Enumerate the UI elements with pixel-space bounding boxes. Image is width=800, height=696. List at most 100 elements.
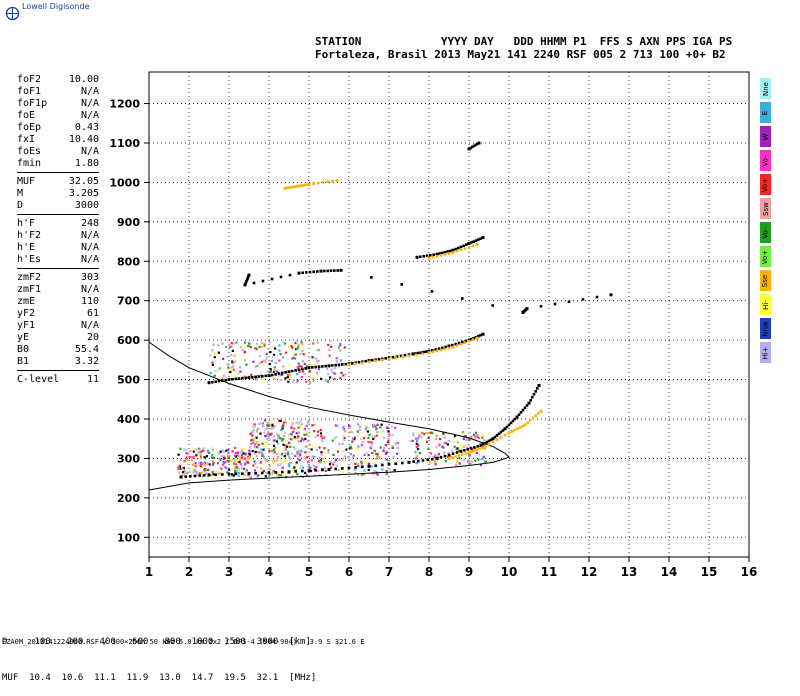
y-tick-label: 1000: [109, 176, 140, 189]
trace-point: [449, 249, 452, 253]
echo-point: [478, 453, 481, 456]
echo-point: [453, 440, 456, 444]
echo-point: [298, 459, 301, 462]
trace-point: [224, 378, 227, 382]
trace-point: [441, 346, 444, 350]
echo-point: [439, 438, 442, 441]
echo-point: [304, 437, 307, 440]
param-value: N/A: [80, 320, 99, 331]
echo-point: [263, 457, 266, 460]
param-separator: [17, 268, 99, 269]
echo-point: [236, 451, 239, 454]
trace-point: [459, 248, 463, 252]
echo-point: [273, 366, 276, 369]
echo-point: [469, 455, 472, 458]
echo-point: [244, 470, 247, 473]
echo-point: [341, 472, 344, 475]
echo-point: [348, 447, 352, 450]
trace-point: [425, 254, 429, 257]
echo-point: [253, 446, 257, 449]
x-tick-label: 5: [305, 565, 313, 579]
echo-point: [270, 359, 273, 363]
param-row: foF1p N/A: [17, 98, 99, 110]
y-tick-label: 600: [117, 334, 140, 347]
echo-point: [281, 452, 284, 455]
echo-point: [214, 352, 217, 356]
echo-point: [247, 452, 250, 455]
trace-point: [421, 352, 424, 356]
trace-point: [347, 363, 351, 367]
y-tick-label: 700: [117, 295, 140, 308]
echo-point: [266, 433, 269, 436]
echo-point: [298, 455, 301, 458]
echo-point: [252, 441, 255, 444]
echo-point: [477, 458, 480, 461]
echo-point: [419, 431, 422, 435]
y-tick-label: 400: [117, 413, 140, 426]
echo-point: [370, 465, 373, 468]
muf-table-muf-row: MUF 10.4 10.6 11.1 11.9 13.0 14.7 19.5 3…: [2, 673, 317, 683]
echo-point: [181, 468, 184, 471]
trace-point: [326, 269, 329, 273]
echo-point: [307, 461, 310, 464]
param-key: M: [17, 188, 24, 199]
trace-point: [467, 451, 471, 454]
echo-point: [284, 421, 287, 424]
trace-point: [221, 473, 224, 476]
echo-point: [261, 454, 264, 457]
trace-point: [244, 282, 247, 285]
echo-point: [457, 449, 460, 452]
param-key: foEs: [17, 146, 42, 157]
echo-point: [218, 457, 221, 460]
echo-point: [359, 437, 362, 440]
echo-point: [388, 468, 391, 471]
echo-point: [465, 438, 468, 441]
echo-point: [206, 463, 209, 466]
trace-point: [489, 438, 493, 442]
echo-point: [356, 463, 359, 466]
trace-point: [473, 449, 476, 452]
trace-point: [435, 349, 439, 353]
echo-point: [293, 357, 297, 360]
trace-point: [339, 268, 343, 272]
echo-point: [364, 460, 367, 464]
echo-point: [189, 449, 192, 453]
echo-point: [206, 462, 209, 465]
trace-point: [499, 436, 503, 439]
trace-point: [327, 468, 331, 471]
trace-point: [481, 446, 484, 449]
trace-point: [463, 341, 467, 344]
echo-point: [286, 445, 289, 448]
trace-point: [333, 269, 336, 272]
echo-point: [197, 451, 200, 454]
echo-point: [348, 425, 351, 428]
trace-point: [472, 144, 476, 148]
legend-label: Ssw: [761, 201, 770, 216]
trace-point: [329, 269, 333, 272]
echo-point: [430, 431, 433, 434]
trace-point: [297, 368, 301, 371]
param-key: MUF: [17, 176, 36, 187]
trace-point: [403, 353, 407, 357]
echo-point: [276, 456, 279, 459]
trace-point: [314, 365, 317, 369]
echo-point: [298, 424, 301, 427]
trace-point: [326, 180, 329, 183]
echo-point: [261, 422, 264, 425]
trace-point: [517, 413, 521, 416]
echo-point: [226, 363, 229, 366]
echo-point: [266, 370, 269, 373]
trace-point: [374, 464, 377, 467]
param-value: 3.32: [74, 356, 99, 367]
echo-point: [392, 456, 395, 459]
echo-point: [330, 368, 333, 371]
param-value: N/A: [80, 110, 99, 121]
echo-point: [236, 470, 239, 473]
echo-point: [201, 455, 204, 458]
legend-swatch: E: [760, 102, 771, 123]
echo-point: [321, 457, 324, 460]
echo-point: [259, 373, 262, 376]
trace-point: [467, 147, 471, 151]
trace-point: [469, 146, 472, 150]
trace-point: [367, 464, 371, 468]
